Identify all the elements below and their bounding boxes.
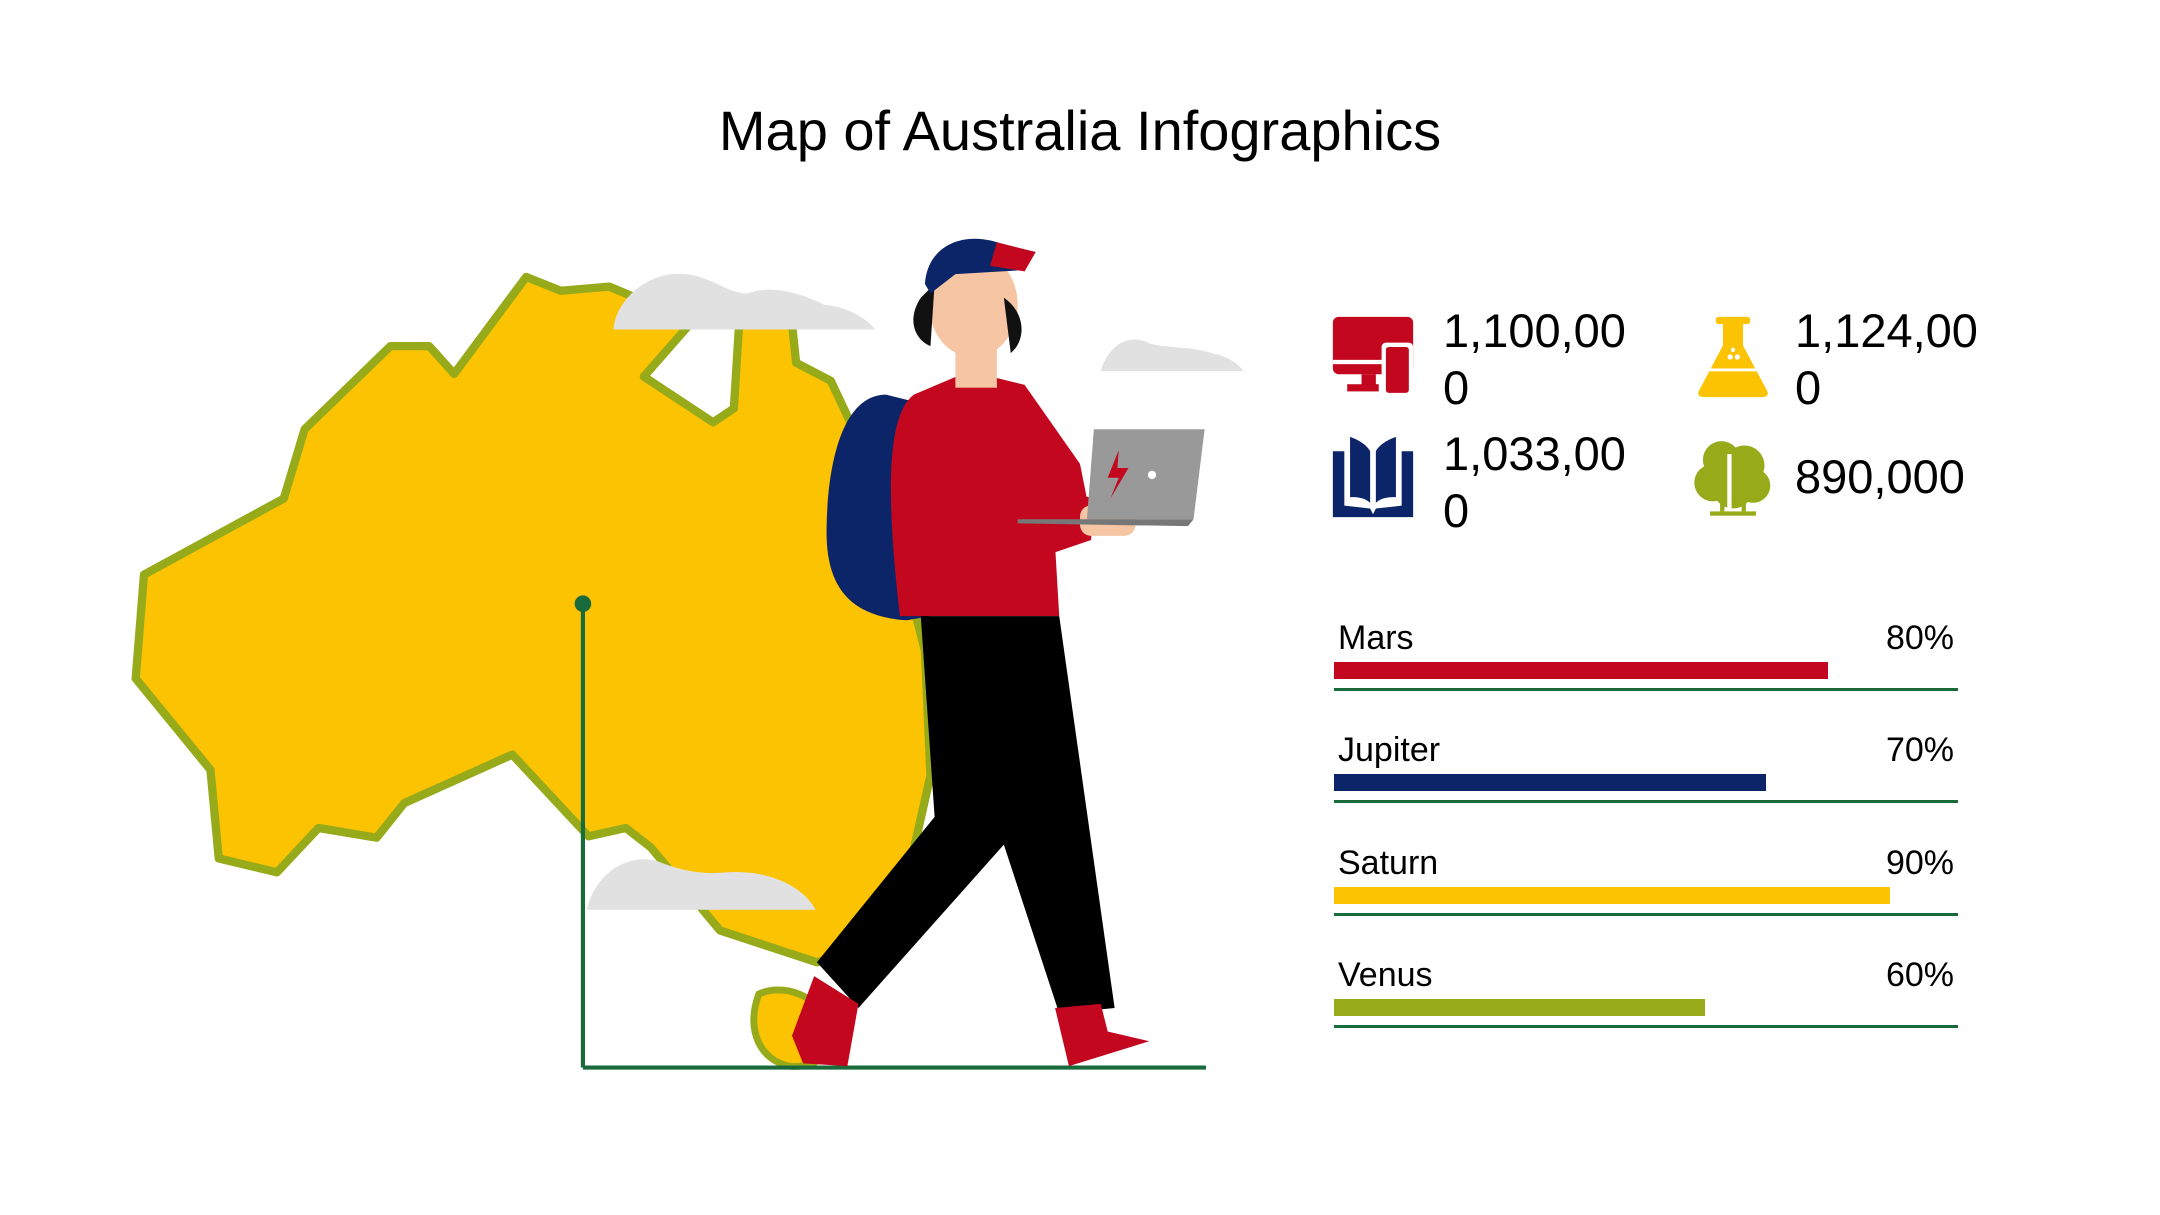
tree-icon xyxy=(1694,441,1771,516)
stat-value: 1,124,000 xyxy=(1795,304,1978,414)
bar-value-label: 90% xyxy=(1885,844,1954,882)
bar-label: Jupiter xyxy=(1338,731,1441,769)
bar-label: Venus xyxy=(1338,956,1433,994)
bar-divider xyxy=(1334,688,1958,691)
bar-fill xyxy=(1334,887,1890,904)
pants xyxy=(816,616,1115,1014)
map-pin-dot xyxy=(574,595,592,612)
bar-label: Saturn xyxy=(1338,844,1439,882)
axis-lines xyxy=(580,603,1206,1070)
bar-fill xyxy=(1334,662,1829,679)
clouds xyxy=(587,273,1244,910)
stat-value: 1,033,000 xyxy=(1443,427,1626,537)
bar-row-saturn: Saturn 90% xyxy=(1334,843,1958,955)
bar-row-mars: Mars 80% xyxy=(1334,618,1958,730)
bar-value-label: 60% xyxy=(1885,956,1954,994)
laptop xyxy=(1086,429,1205,520)
stat-value: 890,000 xyxy=(1795,450,1965,503)
bar-value-label: 70% xyxy=(1885,731,1954,769)
bar-divider xyxy=(1334,800,1958,803)
australia-map xyxy=(131,272,935,1070)
bar-divider xyxy=(1334,1025,1958,1028)
bar-divider xyxy=(1334,913,1958,916)
stat-value: 1,100,000 xyxy=(1443,304,1626,414)
page-title: Map of Australia Infographics xyxy=(718,99,1442,162)
flask-icon xyxy=(1698,316,1768,398)
bar-row-venus: Venus 60% xyxy=(1334,955,1958,1067)
bar-value-label: 80% xyxy=(1885,619,1954,657)
book-icon xyxy=(1332,436,1414,518)
stat-devices: 1,100,000 xyxy=(1330,304,1626,414)
stat-books: 1,033,000 xyxy=(1330,427,1626,537)
bar-fill xyxy=(1334,774,1767,791)
bar-row-jupiter: Jupiter 70% xyxy=(1334,730,1958,842)
traveler-person xyxy=(792,238,1205,1067)
stat-science: 1,124,000 xyxy=(1690,304,1978,414)
bar-fill xyxy=(1334,999,1705,1016)
devices-icon xyxy=(1332,316,1414,398)
face xyxy=(929,252,1018,358)
stat-nature: 890,000 xyxy=(1690,434,1965,520)
bar-label: Mars xyxy=(1338,619,1414,657)
